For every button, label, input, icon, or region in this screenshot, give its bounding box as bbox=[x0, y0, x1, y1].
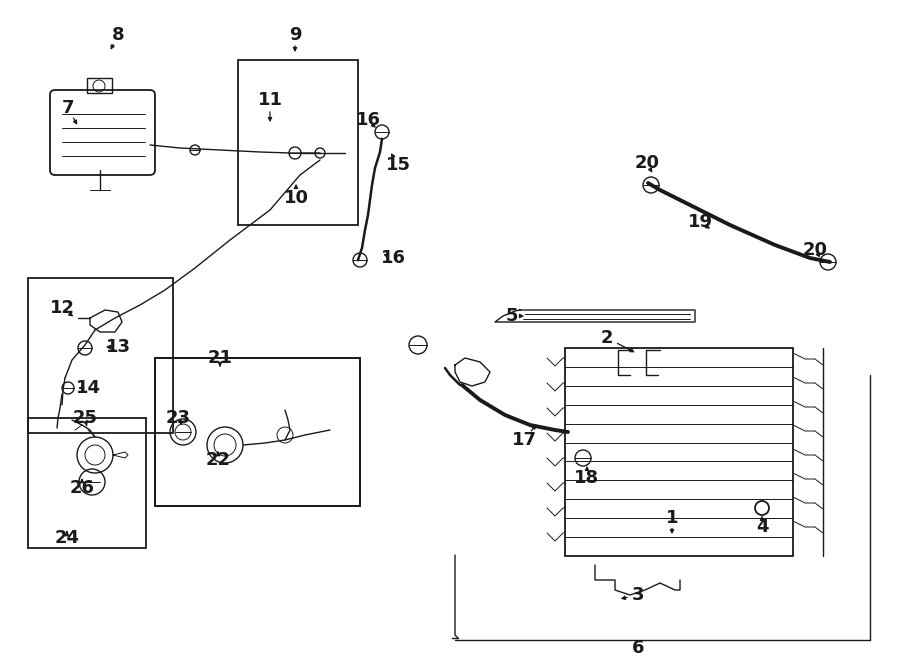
Text: 3: 3 bbox=[632, 586, 644, 604]
Bar bbox=[28, 278, 173, 433]
Text: 12: 12 bbox=[50, 299, 75, 317]
Text: 26: 26 bbox=[69, 479, 94, 497]
Text: 6: 6 bbox=[632, 639, 644, 657]
Text: 16: 16 bbox=[381, 249, 406, 267]
Text: 13: 13 bbox=[105, 338, 130, 356]
Text: 16: 16 bbox=[356, 111, 381, 129]
Bar bbox=[155, 358, 360, 506]
Text: 15: 15 bbox=[385, 156, 410, 174]
Text: 1: 1 bbox=[666, 509, 679, 527]
Text: 7: 7 bbox=[62, 99, 74, 117]
Text: 23: 23 bbox=[166, 409, 191, 427]
Text: 20: 20 bbox=[803, 241, 827, 259]
Text: 8: 8 bbox=[112, 26, 124, 44]
Text: 9: 9 bbox=[289, 26, 302, 44]
Bar bbox=[87, 78, 112, 93]
Text: 10: 10 bbox=[284, 189, 309, 207]
Text: 25: 25 bbox=[73, 409, 97, 427]
Text: 24: 24 bbox=[55, 529, 79, 547]
Bar bbox=[238, 60, 358, 225]
Text: 14: 14 bbox=[76, 379, 101, 397]
Text: 11: 11 bbox=[257, 91, 283, 109]
Text: 18: 18 bbox=[574, 469, 599, 487]
Text: 4: 4 bbox=[756, 518, 769, 536]
Text: 2: 2 bbox=[601, 329, 613, 347]
Text: 22: 22 bbox=[205, 451, 230, 469]
Text: 21: 21 bbox=[208, 349, 232, 367]
Text: 19: 19 bbox=[688, 213, 713, 231]
Bar bbox=[28, 418, 146, 548]
Text: 17: 17 bbox=[511, 431, 536, 449]
Text: 20: 20 bbox=[634, 154, 660, 172]
Bar bbox=[565, 348, 793, 556]
Text: 5: 5 bbox=[506, 307, 518, 325]
